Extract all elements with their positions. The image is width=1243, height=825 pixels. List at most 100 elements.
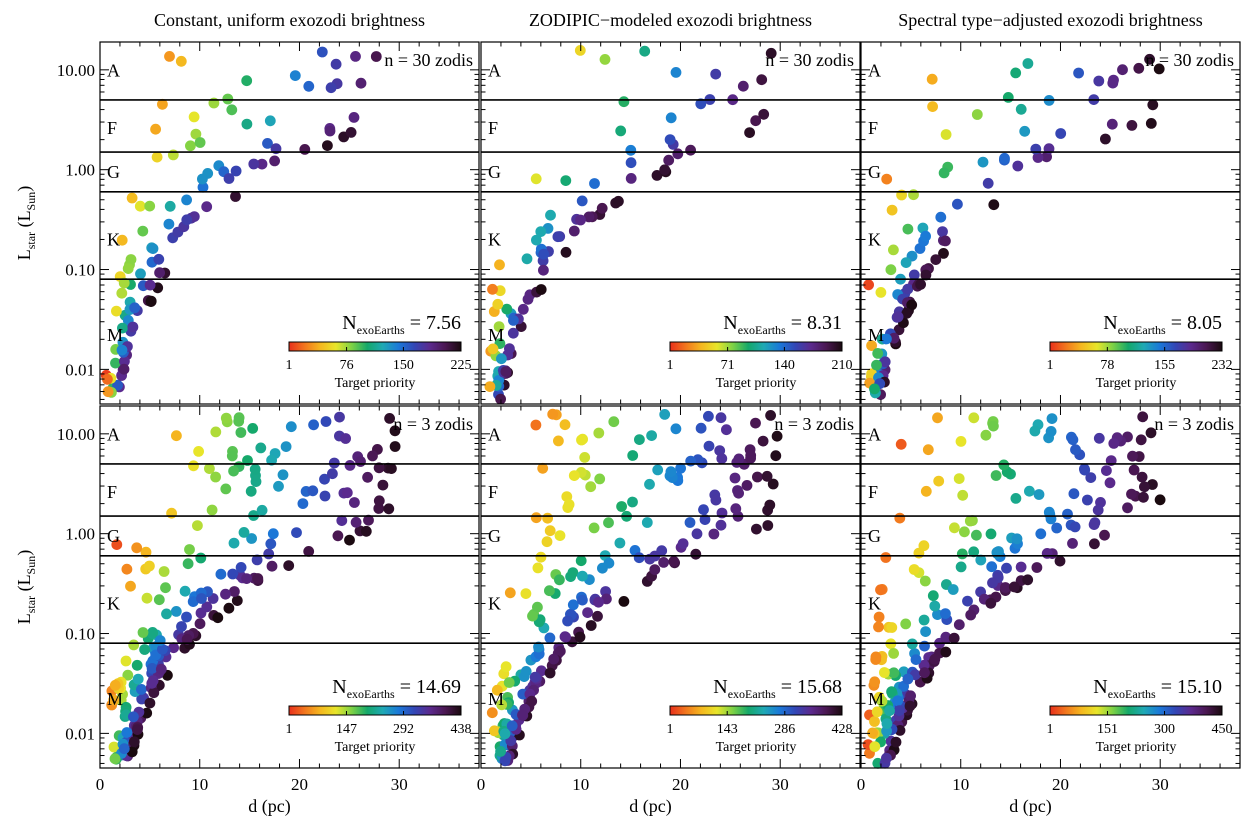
data-point (613, 195, 624, 207)
data-point (131, 542, 143, 554)
x-tick-label: 0 (96, 775, 105, 794)
x-tick-label: 30 (391, 775, 408, 794)
data-point (982, 177, 994, 189)
yield-symbol: N (723, 312, 737, 334)
data-point (201, 201, 213, 213)
data-point (1069, 521, 1081, 533)
data-point (215, 568, 227, 580)
class-label-K: K (107, 593, 120, 613)
yield-value: 7.56 (426, 312, 461, 334)
data-point (349, 497, 360, 508)
class-label-K: K (488, 593, 501, 613)
data-point (484, 381, 496, 392)
data-point (325, 82, 337, 94)
data-point (157, 98, 168, 110)
colorbar-label: Target priority (335, 376, 416, 391)
class-label-M: M (107, 325, 123, 345)
data-point (164, 51, 175, 62)
panel-5: A F G K M 0 10 20 30 d (pc) n = 3 zodis NexoEarths … (477, 405, 861, 817)
data-point (988, 199, 1000, 211)
data-point (1145, 118, 1157, 129)
yield-value: 14.69 (416, 676, 461, 698)
data-point (665, 466, 677, 478)
data-point (496, 699, 508, 711)
data-point (757, 435, 769, 447)
data-point (249, 463, 261, 475)
data-point (576, 434, 587, 446)
data-point (125, 580, 136, 592)
class-label-G: G (107, 526, 120, 546)
panel-frame (860, 405, 1241, 769)
yield-symbol: N (1103, 312, 1117, 334)
data-point (506, 720, 518, 732)
data-point (670, 67, 682, 78)
data-point (195, 552, 207, 564)
data-point (627, 496, 638, 508)
data-point (492, 298, 504, 310)
data-point (750, 115, 762, 127)
data-point (890, 736, 902, 748)
data-point (1000, 582, 1011, 593)
colorbar-tick-label: 438 (451, 722, 472, 737)
data-points (106, 411, 401, 765)
data-point (144, 279, 156, 291)
data-point (886, 622, 898, 633)
yield-value: 8.31 (807, 312, 842, 334)
data-point (132, 673, 144, 685)
colorbar-label: Target priority (1096, 740, 1177, 755)
data-point (144, 697, 156, 709)
data-point (507, 327, 519, 339)
data-point (710, 494, 722, 506)
data-point (614, 537, 626, 549)
data-point (145, 295, 157, 307)
data-point (226, 450, 238, 462)
data-point (968, 546, 980, 558)
data-point (1032, 152, 1044, 163)
colorbar-tick-label: 151 (1097, 722, 1118, 737)
data-point (589, 178, 600, 189)
class-label-F: F (868, 482, 878, 502)
data-point (192, 520, 203, 531)
data-point (597, 562, 608, 574)
data-point (948, 632, 960, 644)
data-point (873, 611, 885, 623)
data-point (184, 544, 195, 555)
data-point (1022, 58, 1034, 69)
data-point (1133, 62, 1145, 74)
exoearth-yield: NexoEarths = 15.10 (1093, 676, 1222, 701)
class-label-G: G (107, 162, 120, 182)
data-point (675, 462, 686, 474)
data-point (588, 522, 600, 534)
data-point (370, 51, 382, 62)
data-point (583, 211, 595, 223)
yield-equals: = (395, 676, 416, 698)
y-tick-label: 1.00 (65, 525, 95, 544)
data-points (484, 45, 777, 405)
data-point (947, 584, 959, 595)
data-point (599, 54, 611, 65)
data-point (499, 728, 511, 740)
data-point (121, 563, 133, 575)
data-point (350, 51, 361, 62)
data-point (344, 534, 355, 546)
data-point (998, 459, 1010, 471)
data-point (267, 528, 279, 540)
x-axis-label: d (pc) (629, 796, 671, 817)
data-point (1067, 538, 1078, 549)
data-point (196, 593, 207, 604)
data-point (206, 504, 218, 516)
class-label-M: M (868, 689, 884, 709)
class-label-G: G (868, 162, 881, 182)
data-point (1043, 506, 1055, 518)
data-point (869, 716, 880, 727)
data-point (1045, 426, 1057, 437)
data-point (362, 471, 373, 483)
data-point (363, 514, 374, 526)
y-axis-label: Lstar (LSun) (14, 186, 38, 261)
data-point (538, 248, 550, 260)
data-point (389, 441, 401, 452)
data-point (871, 706, 883, 718)
data-point (985, 597, 997, 609)
data-point (929, 653, 941, 665)
data-point (531, 234, 542, 246)
